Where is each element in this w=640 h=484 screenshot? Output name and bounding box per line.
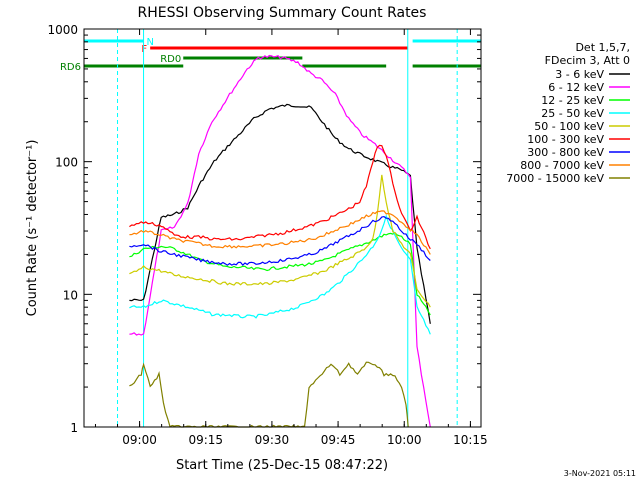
legend-label: 12 - 25 keV bbox=[541, 94, 604, 107]
series-line bbox=[129, 144, 431, 250]
series-line bbox=[129, 232, 431, 316]
x-axis-label: Start Time (25-Dec-15 08:47:22) bbox=[176, 458, 388, 473]
x-axis-ticks: 09:00 09:15 09:30 09:45 10:00 10:15 bbox=[94, 29, 488, 447]
x-tick-label: 09:45 bbox=[321, 433, 356, 447]
legend-header-line-1: Det 1,5,7, bbox=[575, 41, 630, 54]
footer-date: 3-Nov-2021 05:11 bbox=[564, 469, 636, 478]
y-axis-ticks: 1 10 100 1000 bbox=[47, 23, 481, 435]
x-tick-label: 09:30 bbox=[255, 433, 290, 447]
legend-label: 7000 - 15000 keV bbox=[506, 172, 604, 185]
cyan-vertical-lines bbox=[117, 29, 458, 427]
x-tick-label: 09:00 bbox=[122, 433, 157, 447]
chart-title: RHESSI Observing Summary Count Rates bbox=[138, 5, 427, 21]
legend-header-line-2: FDecim 3, Att 0 bbox=[545, 54, 630, 67]
y-tick-label: 1 bbox=[70, 421, 78, 435]
legend-label: 300 - 800 keV bbox=[527, 146, 604, 159]
y-axis-label: Count Rate (s⁻¹ detector⁻¹) bbox=[25, 140, 40, 317]
series-line bbox=[129, 213, 431, 335]
legend-label: 6 - 12 keV bbox=[548, 81, 604, 94]
flag-label: RD0 bbox=[160, 54, 181, 65]
x-tick-label: 09:15 bbox=[188, 433, 223, 447]
legend-label: 25 - 50 keV bbox=[541, 107, 604, 120]
series-group bbox=[129, 54, 431, 428]
flag-label: N bbox=[147, 37, 154, 48]
x-tick-label: 10:00 bbox=[387, 433, 422, 447]
plot-frame bbox=[83, 28, 482, 428]
legend-label: 3 - 6 keV bbox=[555, 68, 604, 81]
y-tick-label: 1000 bbox=[47, 23, 78, 37]
series-line bbox=[129, 215, 431, 266]
series-line bbox=[129, 103, 431, 324]
y-tick-label: 10 bbox=[63, 288, 78, 302]
flag-label: F bbox=[141, 44, 147, 55]
legend-label: 100 - 300 keV bbox=[527, 133, 604, 146]
series-line bbox=[129, 54, 431, 428]
series-line bbox=[129, 174, 431, 308]
y-tick-label: 100 bbox=[55, 156, 78, 170]
legend-label: 50 - 100 keV bbox=[534, 120, 604, 133]
x-tick-label: 10:15 bbox=[453, 433, 488, 447]
series-line bbox=[129, 210, 431, 255]
legend-label: 800 - 7000 keV bbox=[520, 159, 604, 172]
flag-label: RD6 bbox=[60, 62, 81, 73]
